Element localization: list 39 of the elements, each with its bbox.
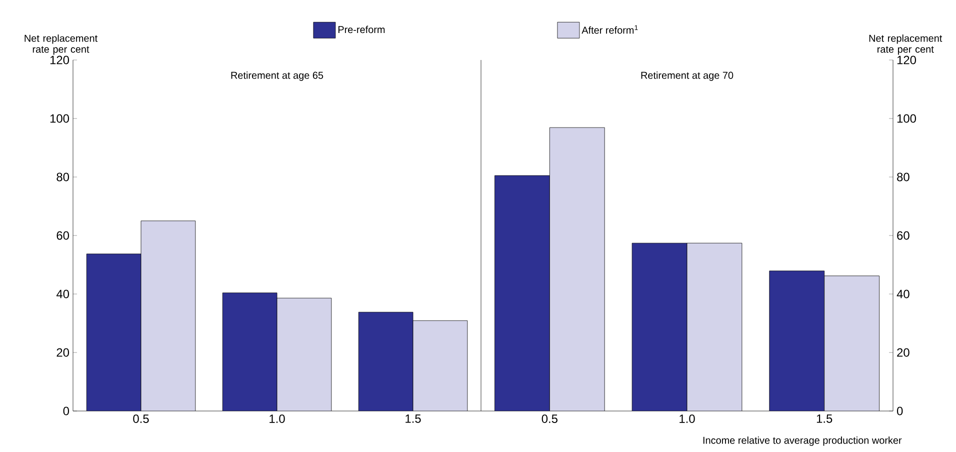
y-tick-label: 0 [897, 406, 903, 416]
y-axis-title: Net replacement rate per cent [24, 34, 98, 55]
text: Retirement at age 70 [641, 72, 734, 81]
y-tick-label: 20 [897, 348, 910, 357]
y-tick-label: 60 [897, 231, 910, 240]
x-tick-label: 0.5 [542, 414, 558, 423]
x-tick-label: 1.5 [406, 414, 421, 423]
x-tick-label: 0.5 [133, 414, 149, 423]
y-axis-title: Net replacement rate per cent [869, 34, 942, 55]
legend-label: After reform$^{1}$ [582, 25, 638, 34]
bar [358, 312, 414, 411]
bar [141, 220, 196, 411]
x-tick-label: 1.0 [680, 414, 695, 423]
bar [687, 243, 742, 411]
x-tick-label: 1.0 [270, 414, 285, 423]
bar [769, 270, 825, 411]
bar [277, 298, 332, 411]
y-tick-label: 20 [56, 348, 70, 357]
y-tick-label: 100 [50, 114, 70, 123]
y-tick-label: 120 [897, 56, 916, 64]
x-tick-label: 1.5 [816, 414, 832, 423]
y-tick-label: 40 [896, 290, 910, 298]
x-axis-title: Income relative to average production worker [703, 436, 902, 446]
y-tick-label: 40 [56, 290, 70, 298]
bar [494, 176, 550, 411]
y-tick-label: 0 [63, 406, 70, 416]
y-tick-label: 60 [56, 231, 70, 240]
bar [412, 320, 468, 411]
y-tick-label: 80 [897, 172, 910, 182]
y-tick-label: 100 [897, 114, 916, 123]
bar [550, 128, 605, 411]
bar [632, 243, 688, 411]
y-tick-label: 120 [50, 56, 70, 64]
bar [824, 276, 880, 411]
y-tick-label: 80 [56, 172, 70, 182]
bar [86, 254, 141, 411]
legend-label: Pre-reform [338, 26, 385, 34]
text: Retirement at age 65 [231, 72, 324, 81]
bar [222, 292, 278, 411]
